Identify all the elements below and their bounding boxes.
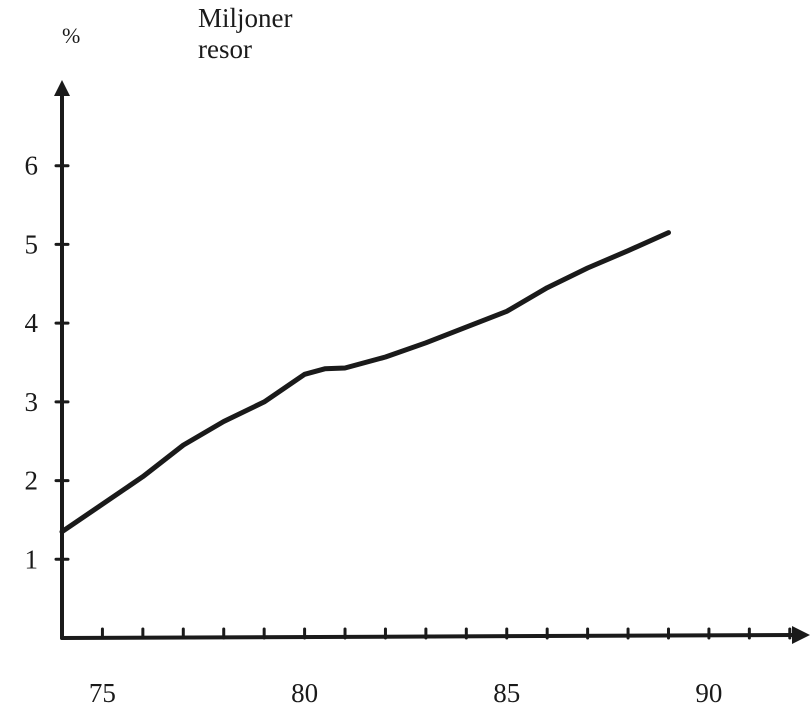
x-tick-label-85: 85	[493, 678, 520, 708]
x-axis-arrowhead	[792, 626, 810, 644]
y-tick-label-1: 1	[25, 544, 39, 574]
y-axis-unit-label: %	[62, 23, 80, 48]
y-tick-label-2: 2	[25, 466, 39, 496]
x-axis-line	[62, 635, 796, 638]
y-tick-label-3: 3	[25, 387, 39, 417]
y-tick-label-5: 5	[25, 229, 39, 259]
chart-title-line-1: Miljoner	[198, 3, 293, 33]
ticks: 75 80 85 90 1 2 3 4 5 6	[25, 151, 790, 708]
x-tick-label-80: 80	[291, 678, 318, 708]
series	[62, 233, 669, 532]
series-line-0	[62, 233, 669, 532]
chart-title-line-2: resor	[198, 34, 252, 64]
x-tick-label-75: 75	[89, 678, 116, 708]
x-tick-label-90: 90	[695, 678, 722, 708]
y-tick-label-4: 4	[25, 308, 39, 338]
y-tick-label-6: 6	[25, 151, 39, 181]
axes	[54, 80, 810, 644]
y-axis-arrowhead	[54, 80, 70, 96]
